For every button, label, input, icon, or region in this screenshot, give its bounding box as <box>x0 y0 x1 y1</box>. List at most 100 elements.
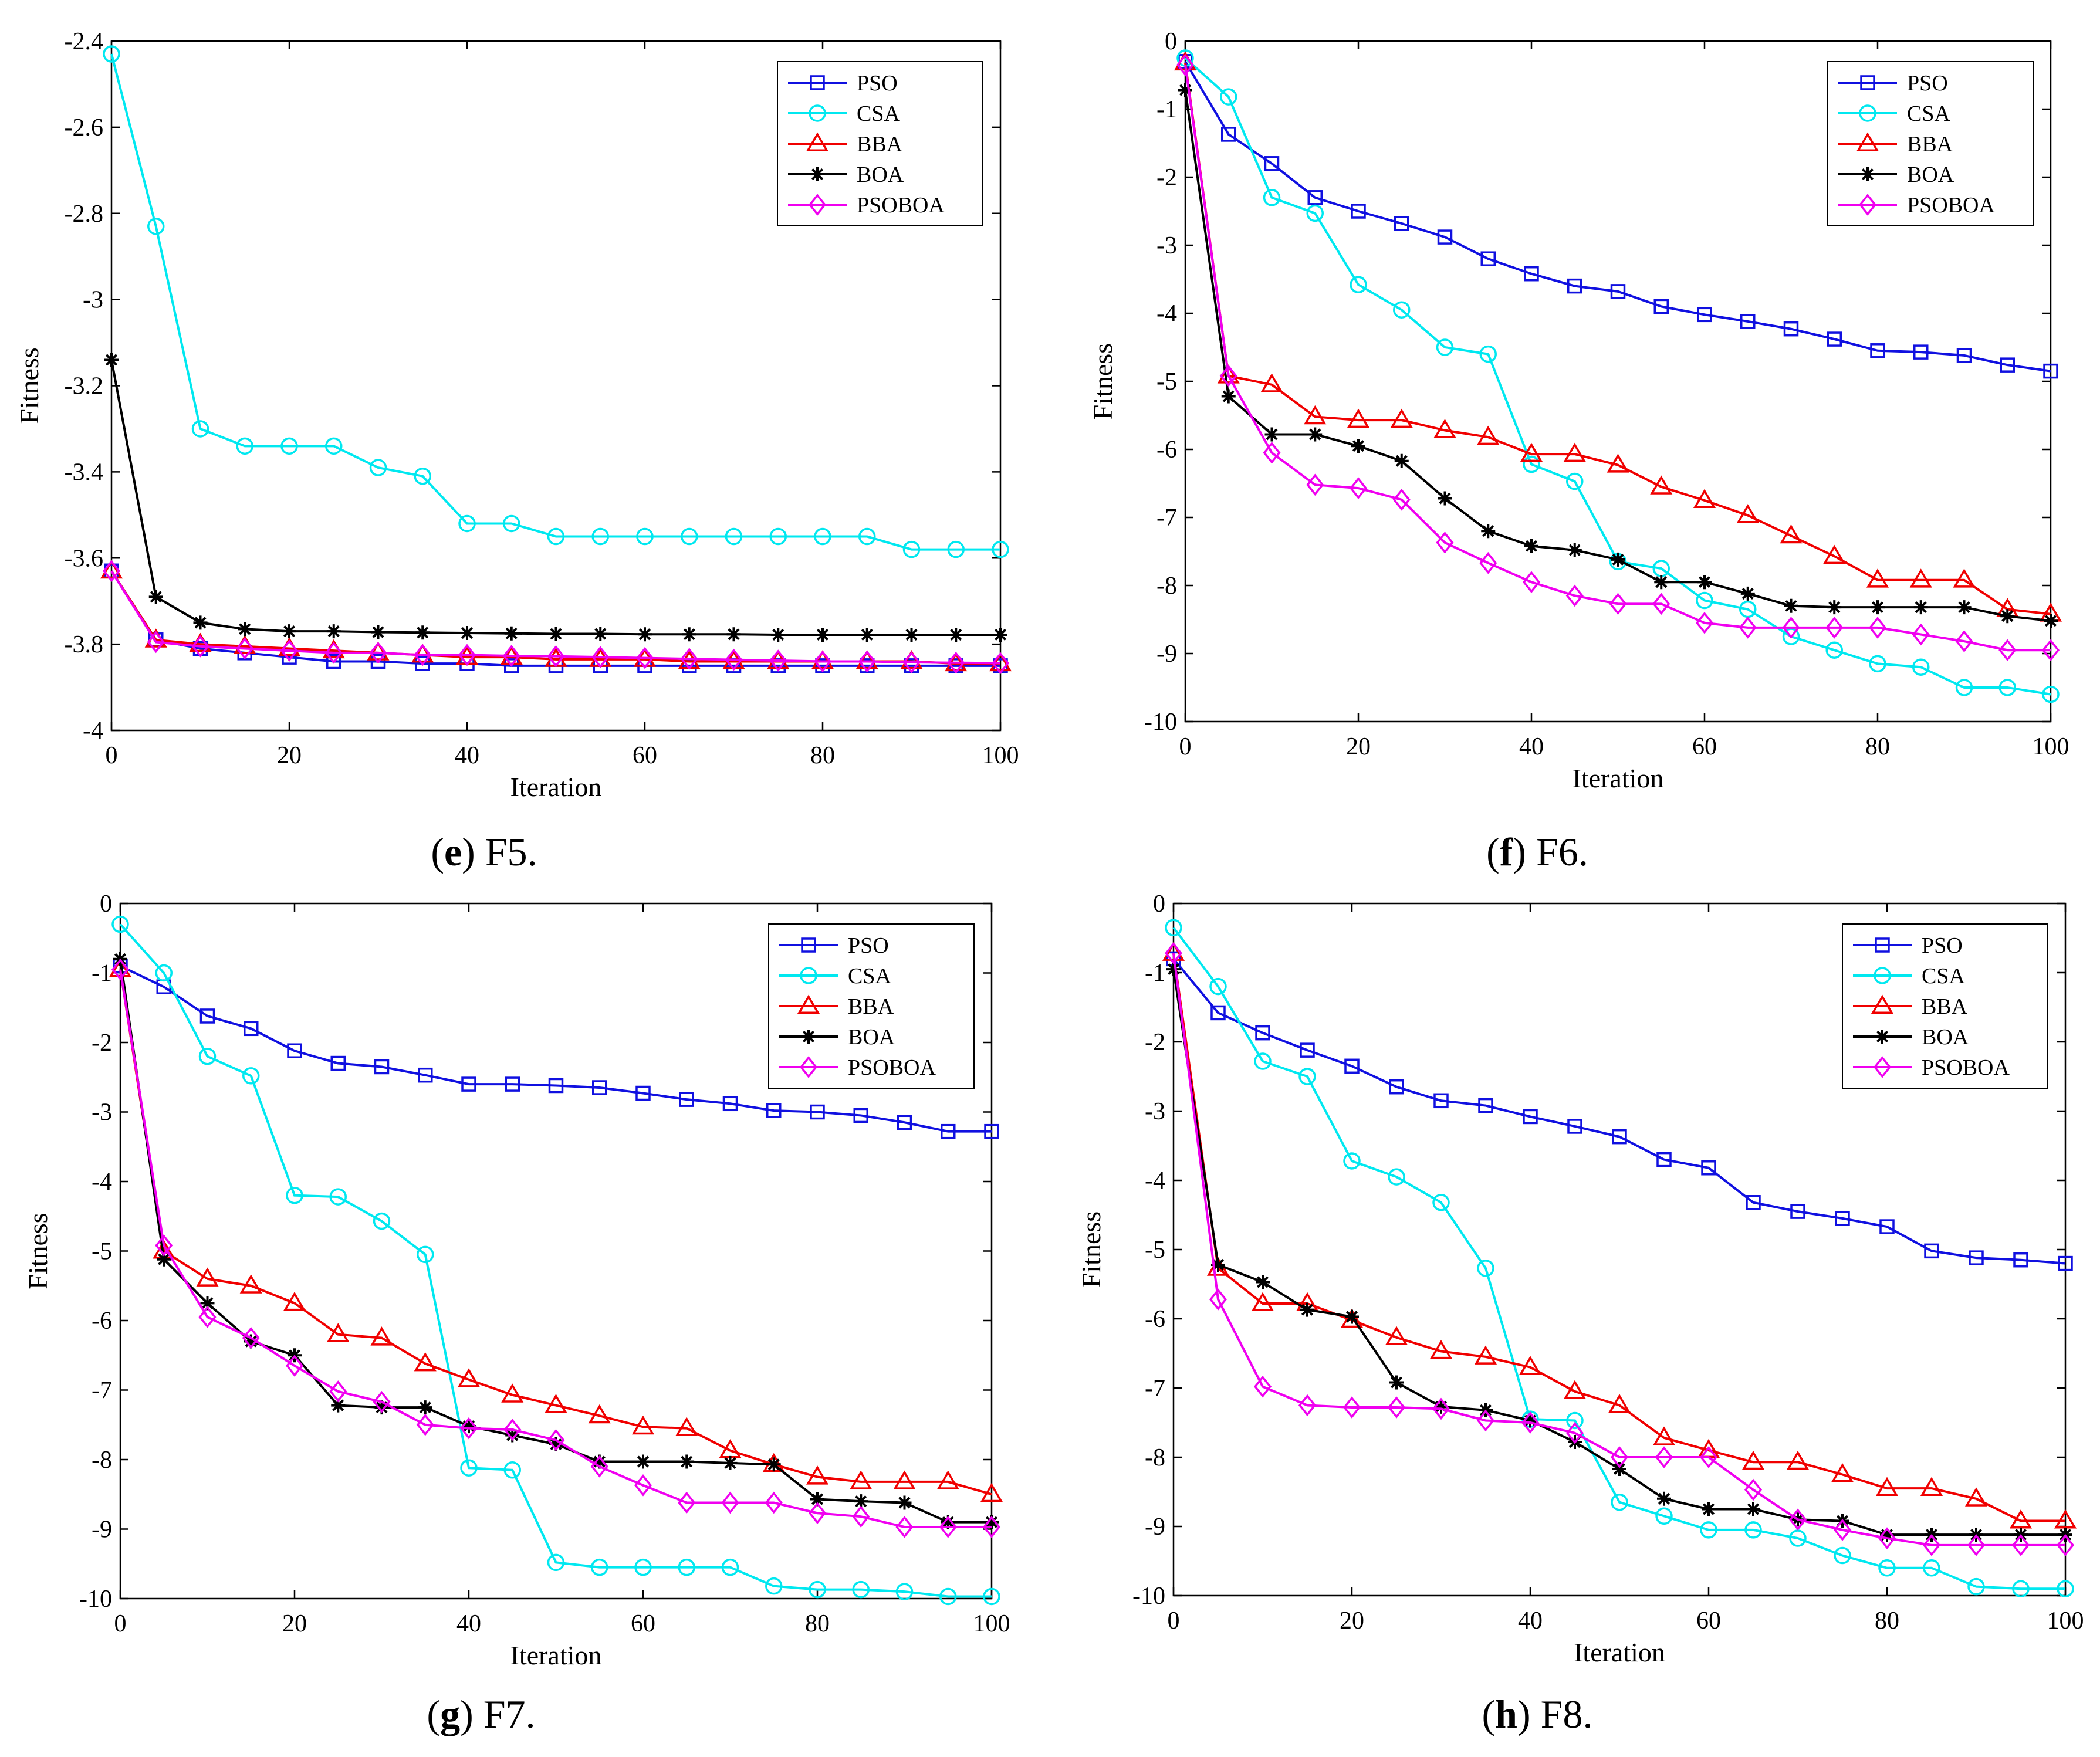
x-tick-label: 20 <box>1340 1607 1364 1634</box>
legend-label-boa: BOA <box>1922 1025 1969 1050</box>
data-point-bba <box>1953 568 1976 588</box>
y-axis-label: Fitness <box>1088 343 1118 419</box>
data-point-psoboa <box>725 648 743 671</box>
caption-text: F6. <box>1526 830 1588 874</box>
legend-label-bba: BBA <box>1907 132 1953 157</box>
caption-close-paren: ) <box>1513 830 1526 874</box>
data-point-csa <box>103 45 120 63</box>
x-tick-label: 60 <box>1692 733 1717 760</box>
data-point-psoboa <box>147 631 165 654</box>
data-point-pso <box>330 1055 346 1071</box>
data-point-csa <box>858 527 876 546</box>
data-point-boa <box>771 627 786 642</box>
chart-panel-g: 0 20 40 60 80 100-10-9-8-7-6-5-4-3-2-10Iterat… <box>23 891 1010 1736</box>
legend-marker-psoboa <box>799 1056 818 1078</box>
data-point-boa <box>1880 1528 1894 1542</box>
data-point-bba <box>1608 1394 1631 1413</box>
caption-text: F5. <box>475 830 537 874</box>
data-point-pso <box>370 654 386 669</box>
data-point-psoboa <box>1825 617 1844 639</box>
data-point-bba <box>1385 1326 1408 1345</box>
data-point-pso <box>592 1080 607 1095</box>
data-point-boa <box>460 626 474 641</box>
data-point-boa <box>104 353 119 367</box>
data-point-pso <box>1656 1152 1672 1167</box>
data-point-psoboa <box>765 1491 783 1514</box>
data-point-csa <box>769 527 787 546</box>
data-point-pso <box>1394 216 1409 231</box>
y-tick-label: -3.4 <box>65 459 104 486</box>
data-point-csa <box>1696 591 1713 610</box>
x-axis-label: Iteration <box>510 1640 602 1670</box>
data-point-psoboa <box>242 1326 260 1349</box>
y-tick-label: -3 <box>1145 1098 1165 1125</box>
data-point-pso <box>548 1078 564 1094</box>
legend-marker-csa <box>1859 104 1876 122</box>
x-tick-label: 40 <box>1519 733 1544 760</box>
series-pso <box>113 958 999 1139</box>
data-point-csa <box>280 437 298 455</box>
data-point-psoboa <box>1699 1446 1718 1468</box>
data-point-csa <box>1566 472 1584 490</box>
data-point-bba <box>1831 1463 1854 1482</box>
data-point-boa <box>244 1334 258 1349</box>
data-point-boa <box>993 627 1007 642</box>
data-point-csa <box>814 527 831 546</box>
data-point-psoboa <box>1868 617 1887 639</box>
y-tick-label: -2.8 <box>65 201 104 228</box>
series-line-csa <box>1172 927 2065 1590</box>
data-point-pso <box>1567 278 1582 294</box>
data-point-boa <box>949 627 963 642</box>
data-point-pso <box>897 1115 912 1130</box>
data-point-psoboa <box>1432 1397 1450 1420</box>
data-point-boa <box>1438 491 1452 506</box>
data-point-pso <box>1790 1204 1805 1219</box>
data-point-csa <box>1306 204 1324 222</box>
data-point-bba <box>283 1291 306 1311</box>
data-point-psoboa <box>1209 1288 1227 1311</box>
data-point-boa <box>1702 1502 1716 1516</box>
data-point-psoboa <box>1476 1409 1495 1432</box>
data-point-csa <box>1744 1521 1762 1539</box>
legend: PSO CSA BBA BOA PSOBOA <box>768 923 975 1089</box>
legend-marker-bba <box>1871 994 1894 1014</box>
data-point-pso <box>1210 1005 1226 1021</box>
x-tick-label: 20 <box>277 742 302 769</box>
caption-text: F8. <box>1531 1692 1593 1736</box>
data-point-csa <box>1998 679 2016 696</box>
data-point-bba <box>1474 1345 1497 1365</box>
data-point-csa <box>503 1461 521 1479</box>
data-point-psoboa <box>1263 441 1281 464</box>
data-point-csa <box>547 1553 565 1572</box>
data-point-csa <box>191 420 209 438</box>
series-csa <box>1165 919 2074 1597</box>
data-point-csa <box>417 1245 434 1264</box>
data-point-psoboa <box>1833 1519 1852 1541</box>
legend-label-bba: BBA <box>1922 994 1968 1019</box>
x-tick-label: 0 <box>114 1610 127 1637</box>
legend-marker-bba <box>1856 132 1879 151</box>
data-point-csa <box>852 1580 870 1599</box>
legend: PSO CSA BBA BOA PSOBOA <box>777 61 983 226</box>
data-point-boa <box>1697 575 1712 590</box>
series-line-boa <box>110 360 1000 636</box>
y-tick-label: -1 <box>1145 960 1165 987</box>
data-point-csa <box>1923 1559 1940 1577</box>
data-point-pso <box>1221 127 1236 142</box>
data-point-psoboa <box>982 1516 1001 1538</box>
data-point-psoboa <box>1387 1396 1406 1419</box>
data-point-psoboa <box>458 644 476 666</box>
x-axis-label: Iteration <box>1573 763 1664 793</box>
data-point-csa <box>242 1067 260 1085</box>
data-point-boa <box>1394 453 1409 468</box>
y-tick-label: -2.6 <box>65 114 104 141</box>
data-point-bba <box>1260 373 1283 392</box>
data-point-boa <box>854 1494 868 1509</box>
y-axis-label: Fitness <box>1076 1211 1106 1288</box>
data-point-csa <box>147 218 165 235</box>
data-point-psoboa <box>813 650 832 673</box>
series-psoboa <box>1164 942 2075 1556</box>
x-tick-label: 80 <box>805 1610 830 1637</box>
data-point-boa <box>1523 1413 1537 1428</box>
data-point-psoboa <box>721 1491 739 1514</box>
